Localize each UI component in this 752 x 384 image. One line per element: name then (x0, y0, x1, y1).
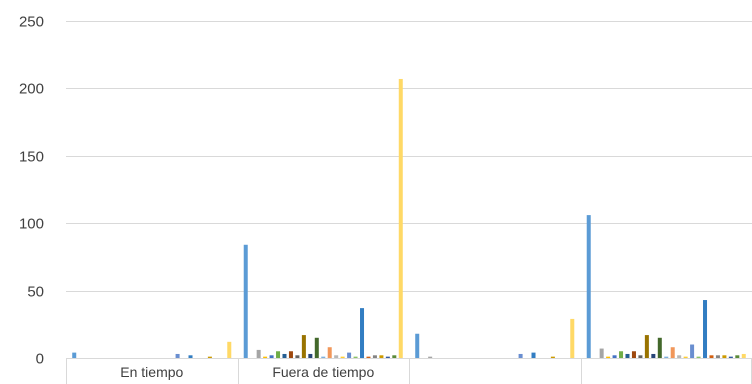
bar (175, 353, 180, 358)
bar (334, 355, 339, 358)
bar (282, 353, 287, 358)
bar (631, 351, 636, 358)
bar (360, 308, 365, 358)
gridlines (66, 21, 752, 359)
bar (392, 355, 397, 358)
bar (703, 300, 708, 358)
bar (664, 356, 669, 358)
bar (741, 353, 746, 358)
bar (428, 356, 433, 358)
bar (670, 347, 675, 358)
y-tick-label: 50 (27, 284, 44, 301)
bar (263, 356, 268, 358)
bar (709, 355, 714, 358)
bar (243, 244, 248, 358)
labels: 0 50 100 150 200 250 En tiempo Fuera de tiempo (19, 14, 375, 381)
bar (696, 356, 701, 358)
bar (550, 356, 555, 358)
bar (385, 356, 390, 358)
bar (683, 356, 688, 358)
bar (227, 341, 232, 358)
bar (715, 355, 720, 358)
bar (722, 355, 727, 358)
category-label: En tiempo (120, 364, 183, 380)
bar (276, 351, 281, 358)
bar (372, 355, 377, 358)
bar (690, 344, 695, 358)
y-tick-label: 250 (19, 14, 44, 31)
bar (321, 356, 326, 358)
bar (314, 337, 319, 358)
bar (269, 355, 274, 358)
bar (586, 215, 591, 358)
bar (518, 353, 523, 358)
bar (606, 356, 611, 358)
bar (207, 356, 212, 358)
bar (301, 335, 306, 358)
bar (398, 78, 403, 359)
bar (366, 356, 371, 358)
bar (288, 351, 293, 358)
bar (657, 337, 662, 358)
bar (619, 351, 624, 358)
bar (295, 355, 300, 358)
bar (353, 356, 358, 358)
bar (570, 318, 575, 358)
bar (327, 347, 332, 358)
y-tick-label: 0 (36, 351, 44, 368)
y-tick-label: 200 (19, 81, 44, 98)
bar (188, 355, 193, 358)
bar (256, 349, 261, 358)
bar (379, 355, 384, 358)
bars (72, 78, 746, 359)
bar (340, 356, 345, 358)
bar (72, 352, 77, 358)
bar (599, 348, 604, 358)
bar (677, 355, 682, 358)
y-tick-label: 150 (19, 149, 44, 166)
bar (638, 355, 643, 358)
bar (308, 353, 313, 358)
bar (735, 355, 740, 358)
bar (612, 355, 617, 358)
bar (728, 356, 733, 358)
bar (625, 353, 630, 358)
bar (347, 352, 352, 358)
y-tick-label: 100 (19, 216, 44, 233)
bar (644, 335, 649, 358)
bar (415, 333, 420, 358)
bar (651, 353, 656, 358)
category-label: Fuera de tiempo (272, 364, 374, 380)
bar (531, 352, 536, 358)
